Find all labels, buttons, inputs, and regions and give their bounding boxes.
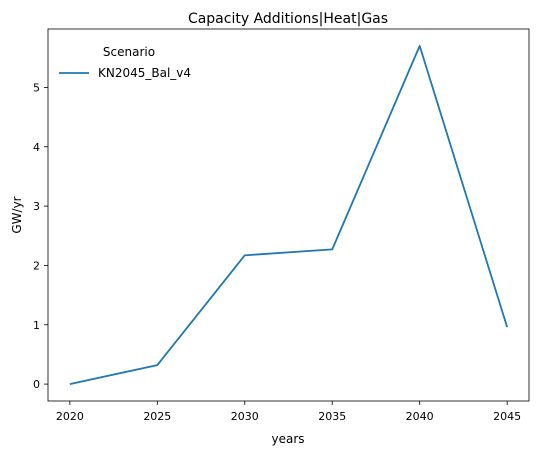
- y-tick-label: 3: [33, 200, 40, 213]
- x-tick-label: 2020: [56, 410, 84, 423]
- series-layer: [69, 45, 508, 385]
- chart-title: Capacity Additions|Heat|Gas: [188, 11, 388, 27]
- x-axis-label: years: [271, 432, 304, 446]
- y-tick-label: 4: [33, 141, 40, 154]
- y-tick-label: 2: [33, 259, 40, 272]
- legend: Scenario KN2045_Bal_v4: [59, 45, 191, 80]
- y-axis: 0 1 2 3 4 5: [33, 81, 48, 391]
- legend-title: Scenario: [103, 45, 155, 59]
- y-tick-label: 0: [33, 378, 40, 391]
- x-tick-label: 2025: [143, 410, 171, 423]
- series-line-1: [69, 45, 508, 385]
- x-axis: 2020 2025 2030 2035 2040 2045: [56, 401, 521, 423]
- y-axis-label: GW/yr: [10, 196, 24, 233]
- x-tick-label: 2045: [493, 410, 521, 423]
- plot-area: [47, 28, 530, 402]
- x-tick-label: 2035: [318, 410, 346, 423]
- x-tick-label: 2030: [231, 410, 259, 423]
- legend-label-series-1: KN2045_Bal_v4: [98, 66, 191, 80]
- x-tick-label: 2040: [406, 410, 434, 423]
- y-tick-label: 1: [33, 319, 40, 332]
- y-tick-label: 5: [33, 81, 40, 94]
